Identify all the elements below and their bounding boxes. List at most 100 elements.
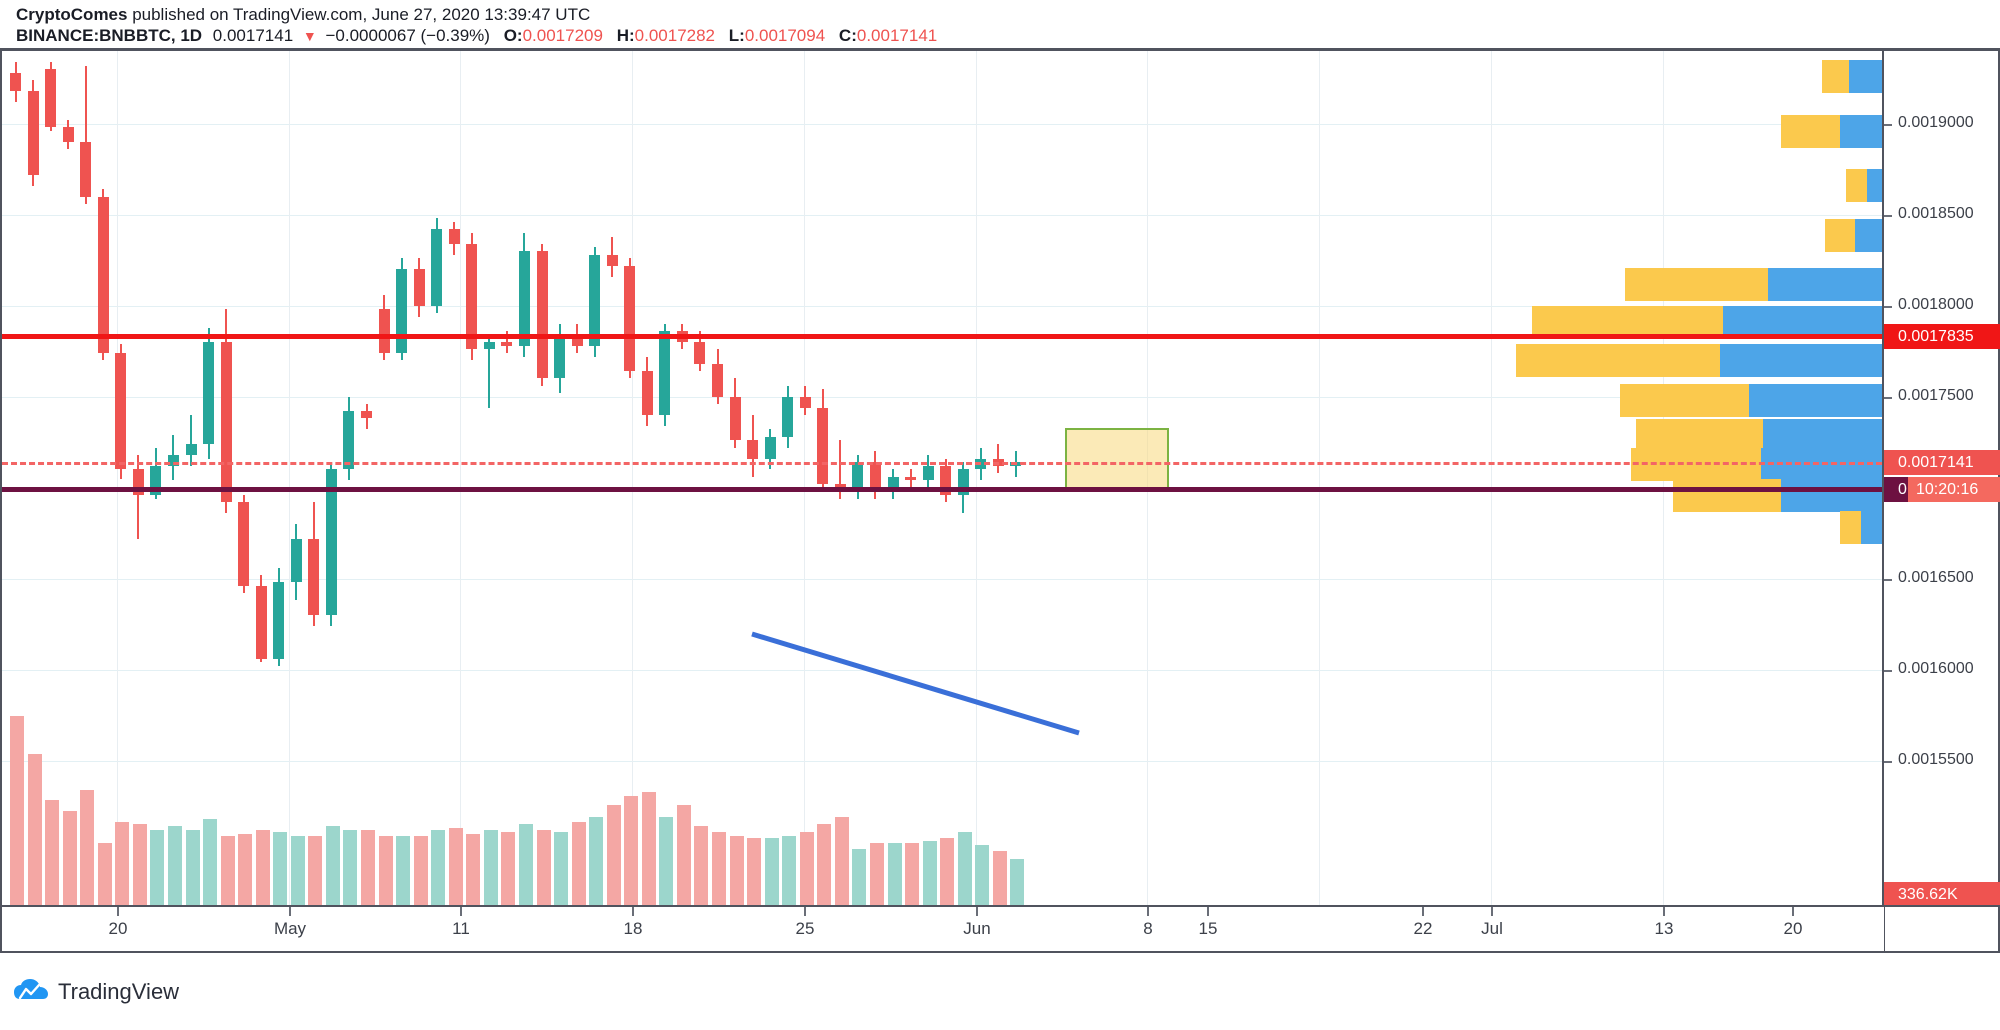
- candle-wick: [997, 443, 1000, 474]
- volume-bar: [167, 826, 182, 905]
- candle-body: [589, 254, 601, 346]
- volume-bar: [834, 816, 849, 905]
- volume-profile-sell-segment: [1749, 384, 1882, 418]
- time-axis[interactable]: 20 May 11 18 25 Jun 8 15 22 Jul 13 20: [0, 905, 1884, 953]
- price-axis-label: 0.0016500: [1898, 568, 1974, 586]
- low-value: 0.0017094: [744, 26, 826, 45]
- volume-bar: [957, 831, 972, 905]
- volume-bar: [764, 837, 779, 905]
- time-axis-tick: [632, 907, 634, 916]
- candle-body: [852, 462, 864, 492]
- price-down-arrow-icon: ▼: [302, 28, 317, 44]
- volume-value-badge[interactable]: 336.62K: [1884, 882, 2000, 907]
- volume-bar: [975, 845, 990, 905]
- candle-body: [747, 440, 759, 459]
- volume-profile-buy-segment: [1532, 305, 1723, 339]
- time-axis-tick: [804, 907, 806, 916]
- last-price-badge[interactable]: 0.0017141: [1884, 449, 2000, 475]
- time-axis-label: 20: [1783, 919, 1803, 938]
- candle-body: [764, 436, 776, 459]
- chart-header: CryptoComes published on TradingView.com…: [0, 0, 2000, 48]
- volume-profile-row: [1839, 511, 1882, 545]
- volume-bar: [62, 811, 77, 905]
- price-axis-tick: [1884, 123, 1892, 126]
- volume-bar: [255, 830, 270, 905]
- volume-bar: [887, 843, 902, 905]
- symbol-label[interactable]: BINANCE:BNBBTC, 1D: [16, 26, 203, 45]
- price-axis-tick: [1884, 396, 1892, 399]
- candle-body: [325, 469, 337, 615]
- volume-bar: [536, 830, 551, 905]
- support-line[interactable]: [2, 487, 1882, 493]
- volume-bar: [606, 805, 621, 905]
- volume-bar: [571, 822, 586, 905]
- candle-body: [571, 334, 583, 346]
- candle-body: [606, 254, 618, 266]
- candle-wick: [488, 334, 491, 408]
- high-label: H:: [616, 26, 635, 45]
- close-label: C:: [838, 26, 857, 45]
- candle-body: [80, 141, 92, 197]
- volume-bar: [641, 792, 656, 905]
- time-axis-label: 13: [1654, 919, 1674, 938]
- grid-line-vertical: [289, 51, 290, 905]
- volume-bar: [501, 831, 516, 905]
- volume-profile-buy-segment: [1824, 218, 1856, 252]
- candle-body: [536, 251, 548, 379]
- volume-profile-row: [1821, 60, 1882, 94]
- volume-profile-buy-segment: [1845, 169, 1868, 203]
- candle-body: [659, 331, 671, 415]
- volume-bar: [869, 843, 884, 905]
- volume-profile-sell-segment: [1762, 418, 1882, 452]
- candle-body: [203, 342, 215, 444]
- volume-bar: [150, 830, 165, 905]
- volume-bar: [10, 716, 24, 905]
- volume-bar: [554, 831, 569, 905]
- volume-profile-row: [1824, 218, 1882, 252]
- volume-bar: [361, 830, 375, 905]
- candle-body: [712, 363, 723, 397]
- descending-trendline[interactable]: [751, 631, 1080, 736]
- candle-body: [869, 462, 881, 492]
- candle-body: [466, 243, 478, 350]
- candle-body: [782, 396, 794, 437]
- volume-bar: [431, 830, 446, 905]
- price-change-value: −0.0000067 (−0.39%): [325, 26, 490, 45]
- volume-bar: [97, 843, 112, 905]
- price-axis-label: 0.0019000: [1898, 113, 1974, 131]
- candle-body: [361, 411, 372, 419]
- consolidation-rectangle-drawing[interactable]: [1065, 427, 1169, 489]
- resistance-line[interactable]: [2, 333, 1882, 339]
- volume-bar: [659, 816, 674, 905]
- volume-bar: [992, 850, 1007, 905]
- volume-bar: [203, 818, 218, 905]
- volume-bar: [80, 790, 95, 905]
- bar-countdown-badge[interactable]: 10:20:16: [1908, 476, 2000, 502]
- volume-bar: [852, 849, 867, 905]
- volume-bar: [132, 824, 147, 905]
- price-axis[interactable]: 0.0019000 0.0018500 0.0018000 0.0017500 0.00…: [1884, 48, 2000, 907]
- volume-profile-sell-segment: [1720, 344, 1882, 378]
- volume-profile-row: [1619, 384, 1882, 418]
- volume-bar: [325, 826, 340, 905]
- candle-body: [378, 309, 390, 353]
- last-price-line: [2, 461, 1882, 465]
- time-axis-label: 8: [1143, 919, 1153, 938]
- candle-wick: [137, 454, 140, 539]
- grid-line-horizontal: [2, 760, 1882, 762]
- high-value: 0.0017282: [634, 26, 716, 45]
- grid-line-vertical: [117, 51, 118, 905]
- volume-bar: [220, 835, 235, 905]
- footer: TradingView: [0, 953, 2000, 1030]
- time-axis-tick: [289, 907, 291, 916]
- grid-line-vertical: [976, 51, 977, 905]
- volume-profile-sell-segment: [1781, 478, 1882, 512]
- publisher-line: CryptoComes published on TradingView.com…: [16, 4, 2000, 25]
- resistance-price-badge[interactable]: 0.0017835: [1884, 323, 2000, 349]
- candle-body: [343, 411, 355, 470]
- volume-bar: [466, 833, 481, 905]
- grid-line-horizontal: [2, 669, 1882, 671]
- price-plot-area[interactable]: [0, 48, 1884, 905]
- candle-body: [45, 69, 57, 128]
- grid-line-vertical: [804, 51, 805, 905]
